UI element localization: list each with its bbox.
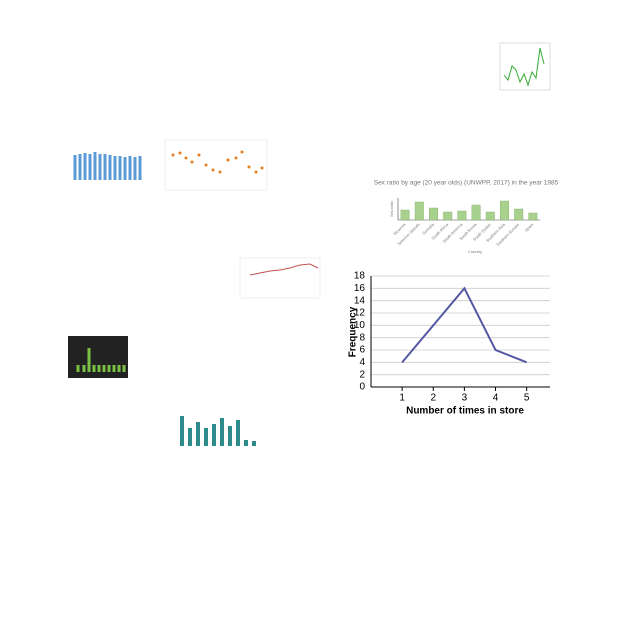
thumbnail-dark-bars xyxy=(68,336,128,378)
y-tick-label: 18 xyxy=(354,271,366,282)
x-tick-label: Spain xyxy=(524,222,535,233)
bar xyxy=(500,200,509,221)
y-tick-label: 12 xyxy=(354,308,366,319)
x-axis-label: Number of times in store xyxy=(406,406,524,417)
thumbnail-scatter xyxy=(164,139,268,191)
y-tick-label: 2 xyxy=(359,369,365,380)
thumbnail-teal-bars xyxy=(172,410,260,450)
x-tick-label: 3 xyxy=(462,393,468,404)
bar xyxy=(457,210,467,221)
y-axis-label: Frequency xyxy=(348,306,359,357)
y-tick-label: 10 xyxy=(354,320,366,331)
thumbnail-red-line xyxy=(239,257,321,299)
x-tick-label: 2 xyxy=(430,393,436,404)
bar xyxy=(443,211,453,221)
y-tick-label: 6 xyxy=(359,345,365,356)
y-tick-label: 0 xyxy=(359,382,365,393)
x-tick-label: 4 xyxy=(493,393,499,404)
data-line xyxy=(401,286,528,364)
y-tick-label: 8 xyxy=(359,332,365,343)
y-tick-label: 4 xyxy=(359,357,365,368)
bar xyxy=(429,207,438,221)
y-tick-label: 14 xyxy=(354,295,366,306)
bar xyxy=(400,209,410,221)
chart-title: Sex ratio by age (20 year olds) (UNWPP, … xyxy=(374,180,559,187)
bar xyxy=(471,204,481,221)
thumbnail-blue-bars xyxy=(65,138,147,185)
bar xyxy=(485,211,495,221)
y-tick-label: 16 xyxy=(354,283,366,294)
x-axis-label: Country xyxy=(468,249,482,254)
y-axis-label: Sex ratio xyxy=(389,200,394,217)
x-tick-label: 5 xyxy=(524,393,530,404)
bar xyxy=(414,201,424,221)
bar xyxy=(528,212,538,221)
x-tick-label: 1 xyxy=(399,393,405,404)
bar xyxy=(514,208,524,221)
thumbnail-green-line xyxy=(499,42,551,91)
